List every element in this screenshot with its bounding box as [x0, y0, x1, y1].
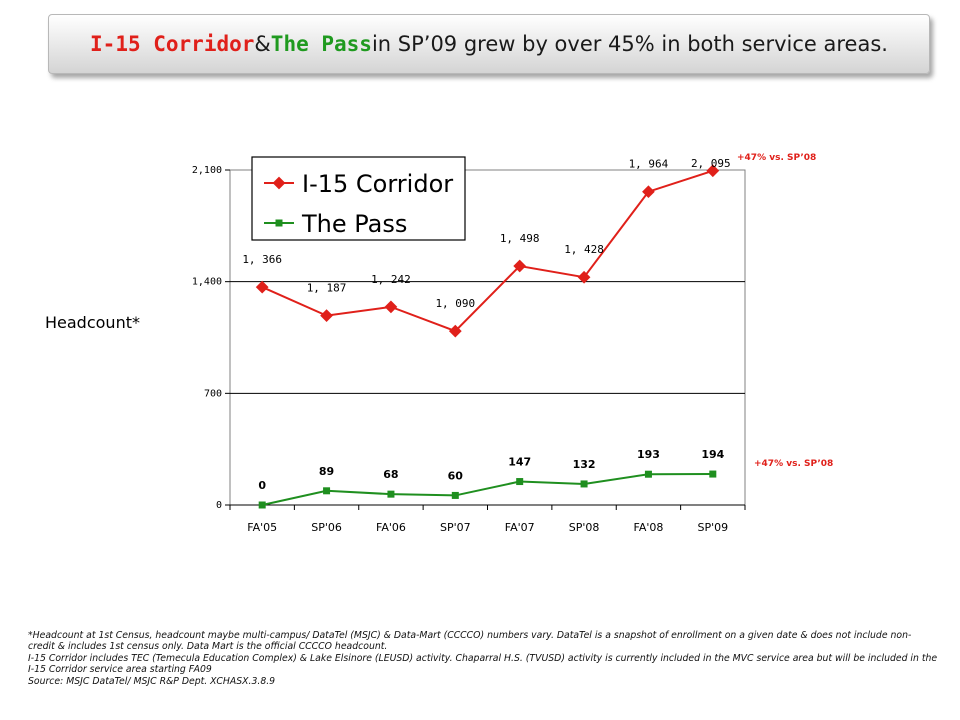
footnote-line-2: I-15 Corridor includes TEC (Temecula Edu… — [28, 652, 938, 676]
data-label: 1, 090 — [435, 297, 475, 310]
legend-marker-pass — [275, 219, 283, 227]
series-point-i15 — [255, 280, 269, 294]
y-tick-label: 2,100 — [192, 165, 222, 176]
title-amp: & — [254, 32, 271, 56]
data-label: 147 — [508, 456, 531, 469]
legend-label: The Pass — [301, 210, 407, 238]
series-point-i15 — [320, 309, 333, 323]
data-label: 89 — [319, 465, 334, 478]
data-label: 60 — [448, 469, 464, 482]
series-point-pass — [516, 478, 524, 486]
data-label: 1, 187 — [307, 282, 347, 295]
x-tick-label: FA'07 — [505, 521, 535, 534]
legend-box — [251, 156, 466, 241]
series-point-i15 — [384, 300, 398, 314]
y-tick-label: 700 — [204, 388, 222, 399]
x-tick-label: FA'06 — [376, 521, 406, 534]
series-point-pass — [258, 501, 266, 509]
data-label: 68 — [383, 468, 398, 481]
footnote-line-1: *Headcount at 1st Census, headcount mayb… — [28, 630, 912, 653]
title-pass: The Pass — [270, 32, 372, 56]
data-label: 0 — [258, 479, 266, 492]
y-tick-label: 0 — [216, 500, 222, 511]
series-point-pass — [580, 480, 588, 488]
x-tick-label: SP'06 — [311, 521, 342, 534]
legend-marker-i15 — [272, 176, 286, 190]
slide-title: I-15 Corridor & The Pass in SP’09 grew b… — [48, 14, 930, 74]
legend-label: I-15 Corridor — [302, 170, 453, 198]
y-tick-label: 1,400 — [192, 277, 222, 288]
series-point-pass — [709, 470, 717, 478]
data-label: 2, 095 — [691, 157, 731, 170]
data-label: 1, 366 — [242, 253, 282, 266]
series-point-pass — [451, 491, 459, 499]
data-label: 1, 498 — [500, 232, 540, 245]
x-tick-label: SP'07 — [440, 521, 471, 534]
data-label: 132 — [573, 458, 596, 471]
data-label: 194 — [701, 448, 724, 461]
series-point-pass — [323, 487, 331, 495]
footnote: *Headcount at 1st Census, headcount mayb… — [28, 630, 938, 687]
title-i15: I-15 Corridor — [90, 32, 255, 56]
series-line-1 — [261, 473, 713, 506]
data-label: 1, 428 — [564, 243, 604, 256]
series-line-0 — [261, 169, 714, 333]
y-axis-label: Headcount* — [45, 313, 140, 332]
data-label: 1, 242 — [371, 273, 411, 286]
annotation-pass: +47% vs. SP’08 — [754, 459, 833, 469]
series-point-pass — [644, 470, 652, 478]
x-tick-label: FA'05 — [247, 521, 277, 534]
title-rest: in SP’09 grew by over 45% in both servic… — [371, 32, 888, 56]
x-tick-label: SP'09 — [697, 521, 728, 534]
x-tick-label: SP'08 — [569, 521, 600, 534]
data-label: 1, 964 — [629, 158, 669, 171]
series-point-pass — [387, 490, 395, 498]
footnote-line-3: Source: MSJC DataTel/ MSJC R&P Dept. XCH… — [28, 675, 276, 687]
x-tick-label: FA'08 — [634, 521, 664, 534]
annotation-i15: +47% vs. SP’08 — [737, 153, 816, 163]
series-point-i15 — [448, 324, 462, 338]
data-label: 193 — [637, 448, 660, 461]
